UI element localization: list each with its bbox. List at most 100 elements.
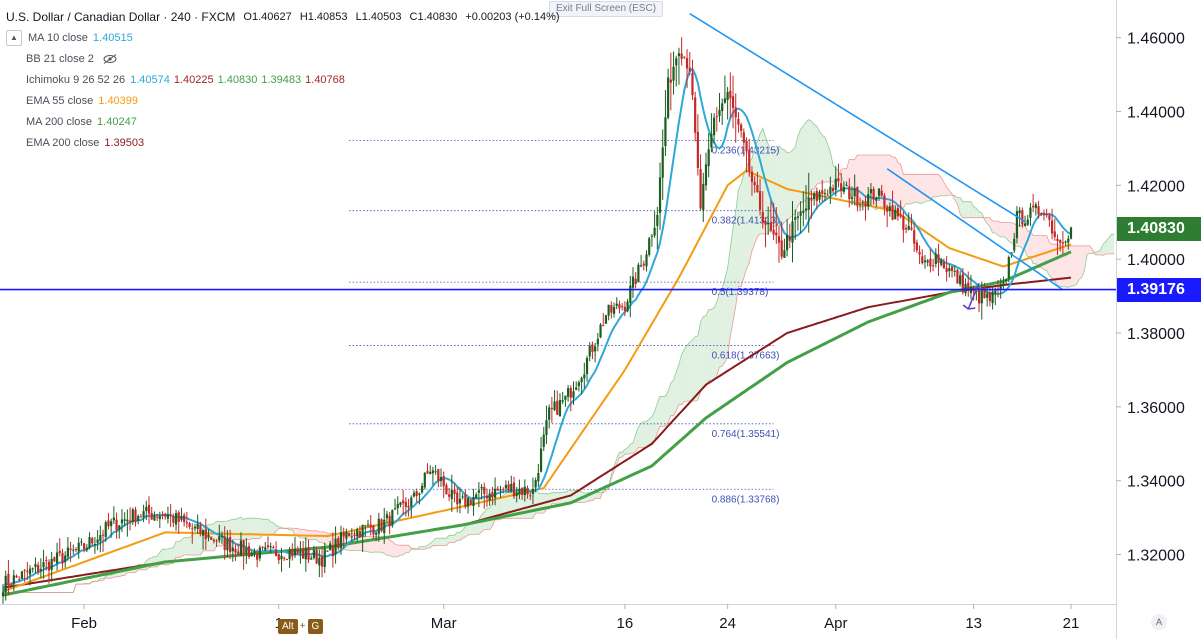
cloud-segment — [597, 492, 601, 499]
candle-body — [545, 420, 548, 436]
cloud-segment — [435, 538, 439, 546]
candle-body — [1053, 231, 1056, 238]
cloud-segment — [389, 540, 393, 557]
cloud-segment — [1100, 243, 1104, 256]
fib-level-label: 0.618(1.37663) — [712, 350, 780, 361]
candle-body — [347, 533, 351, 537]
candle-body — [320, 556, 324, 567]
candle-body — [859, 204, 862, 206]
cloud-segment — [1071, 245, 1074, 287]
cloud-segment — [787, 152, 790, 221]
candle-body — [107, 520, 110, 527]
candle-body — [556, 400, 559, 415]
indicator-row[interactable]: EMA 200 close 1.39503 — [6, 132, 565, 153]
candle-body — [518, 488, 521, 495]
cloud-segment — [684, 344, 688, 402]
candle-body — [850, 197, 854, 200]
price-tick-label: 1.44000 — [1127, 104, 1185, 121]
candle-body — [437, 469, 440, 481]
candle-body — [1015, 211, 1019, 239]
candle-body — [783, 250, 786, 258]
cloud-segment — [670, 380, 674, 416]
candle-body — [945, 268, 948, 272]
candle-body — [302, 549, 305, 559]
cloud-segment — [941, 177, 944, 197]
indicator-row[interactable]: Ichimoku 9 26 52 26 1.40574 1.40225 1.40830… — [6, 69, 565, 90]
candle-body — [712, 117, 716, 136]
cloud-segment — [405, 545, 409, 553]
candle-body — [572, 391, 575, 398]
cloud-segment — [438, 538, 442, 546]
cloud-segment — [705, 309, 709, 387]
candle-body — [299, 550, 302, 554]
cloud-segment — [422, 546, 425, 550]
candle-body — [410, 497, 413, 507]
fibonacci-levels[interactable]: 0.236(1.43215)0.382(1.41313)0.5(1.39378)… — [349, 140, 779, 505]
candle-body — [104, 522, 107, 538]
cloud-segment — [711, 307, 715, 381]
candle-body — [139, 516, 142, 518]
candle-body — [15, 575, 18, 578]
candle-body — [737, 118, 740, 125]
cloud-segment — [449, 535, 452, 543]
down-arrow-icon[interactable] — [962, 282, 980, 310]
trendline[interactable] — [886, 168, 1064, 291]
exit-full-screen-button[interactable]: Exit Full Screen (ESC) — [549, 1, 664, 17]
candle-body — [201, 530, 205, 536]
price-tick-label: 1.38000 — [1127, 326, 1185, 343]
candle-body — [418, 493, 421, 496]
cloud-segment — [976, 208, 980, 218]
candle-body — [1018, 210, 1021, 214]
collapse-legend-icon[interactable]: ▲ — [6, 29, 22, 46]
candle-body — [764, 221, 767, 225]
candle-body — [531, 489, 535, 495]
indicator-row[interactable]: MA 200 close 1.40247 — [6, 111, 565, 132]
candle-body — [794, 217, 797, 220]
cloud-segment — [397, 544, 401, 557]
cloud-segment — [365, 536, 369, 552]
symbol-title[interactable]: U.S. Dollar / Canadian Dollar · 240 · FX… — [6, 9, 236, 24]
cloud-segment — [1000, 222, 1004, 237]
cloud-segment — [1089, 245, 1093, 254]
drawings[interactable] — [0, 12, 1116, 310]
candle-body — [788, 237, 791, 241]
candle-body — [18, 579, 21, 581]
candle-body — [7, 573, 10, 586]
candle-body — [445, 485, 448, 495]
candle-body — [980, 290, 983, 304]
candle-body — [942, 262, 946, 269]
fib-level-label: 0.886(1.33768) — [712, 494, 780, 505]
candle-body — [1026, 219, 1029, 225]
cloud-segment — [192, 533, 195, 555]
candle-body — [734, 107, 737, 118]
candle-body — [480, 486, 483, 489]
indicator-row[interactable]: BB 21 close 2 — [6, 48, 565, 69]
candle-body — [891, 205, 894, 220]
open-value: O1.40627 — [243, 10, 292, 23]
cloud-segment — [741, 174, 744, 287]
auto-scale-button[interactable]: A — [1151, 614, 1167, 630]
indicator-name: EMA 55 close — [26, 94, 94, 107]
cloud-segment — [678, 354, 682, 405]
cloud-segment — [668, 383, 671, 423]
ema200-line — [2, 276, 1072, 589]
time-tick-label: Feb — [71, 615, 97, 632]
cloud-segment — [1038, 235, 1042, 268]
candle-body — [256, 553, 259, 560]
candle-body — [439, 476, 443, 482]
candle-body — [904, 228, 908, 230]
candle-body — [748, 149, 751, 172]
indicator-row[interactable]: EMA 55 close 1.40399 — [6, 90, 565, 111]
time-tick-label: 13 — [965, 615, 982, 632]
eye-off-icon[interactable] — [103, 53, 117, 64]
trendline[interactable] — [689, 12, 1026, 223]
cloud-segment — [105, 574, 109, 579]
cloud-segment — [408, 545, 412, 553]
indicator-row[interactable]: ▲ MA 10 close 1.40515 — [6, 27, 565, 48]
cloud-segment — [784, 149, 788, 223]
cloud-segment — [924, 174, 928, 202]
cloud-segment — [841, 168, 844, 184]
cloud-segment — [235, 518, 239, 540]
candle-body — [396, 503, 399, 509]
